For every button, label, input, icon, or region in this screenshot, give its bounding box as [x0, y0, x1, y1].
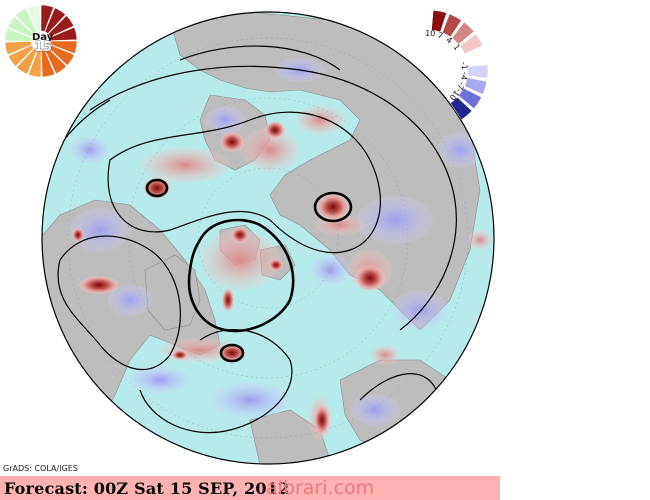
legend-swatch	[458, 87, 482, 109]
legend-swatch	[465, 48, 488, 65]
color-legend: 10 7 41-1-4-7-10	[425, 9, 489, 121]
day-label: Day	[32, 32, 54, 43]
day-badge-wedge	[47, 44, 75, 66]
day-badge-wedge	[47, 15, 75, 38]
day-badge-wedge	[4, 41, 33, 56]
forecast-title: Forecast: 00Z Sat 15 SEP, 2012	[4, 479, 290, 498]
day-badge-wedge	[28, 49, 42, 78]
day-badge-wedge	[44, 47, 67, 75]
legend-label: -4	[459, 71, 469, 80]
legend-label: 10	[425, 29, 436, 39]
legend-swatch	[451, 21, 475, 45]
day-badge-wedge	[49, 26, 78, 41]
legend-swatch	[467, 64, 489, 79]
footer-bar	[0, 476, 500, 500]
legend-label: 4	[445, 35, 454, 45]
day-badge-wedge	[4, 28, 33, 42]
legend-swatch	[464, 77, 488, 95]
thick-contours	[145, 178, 353, 363]
day-badge-wedge	[7, 44, 35, 67]
day-number: 15	[34, 40, 53, 55]
day-badge-wedge	[26, 4, 41, 33]
day-badge-wedge	[7, 16, 35, 38]
latitude-circles	[67, 37, 469, 439]
day-badge-wedge	[41, 49, 56, 78]
day-badge-wedge	[44, 7, 66, 35]
legend-label: -7	[455, 80, 467, 91]
day-badge	[4, 4, 78, 78]
legend-label: 1	[451, 42, 461, 52]
day-badge-wedge	[15, 7, 38, 35]
grads-credit: GrADS: COLA/IGES	[3, 464, 78, 473]
legend-label: -1	[459, 61, 469, 70]
legend-swatch	[431, 9, 447, 33]
map-border	[41, 11, 495, 465]
day-badge-wedge	[49, 40, 78, 54]
legend-swatch	[450, 96, 473, 121]
day-badge-wedge	[16, 47, 38, 75]
legend-label: 7	[436, 31, 444, 41]
day-badge-wedge	[40, 4, 54, 33]
legend-swatch	[459, 33, 484, 55]
negative-anomalies	[70, 58, 482, 426]
legend-swatch	[442, 13, 462, 38]
watermark: albrari.com	[266, 477, 375, 499]
